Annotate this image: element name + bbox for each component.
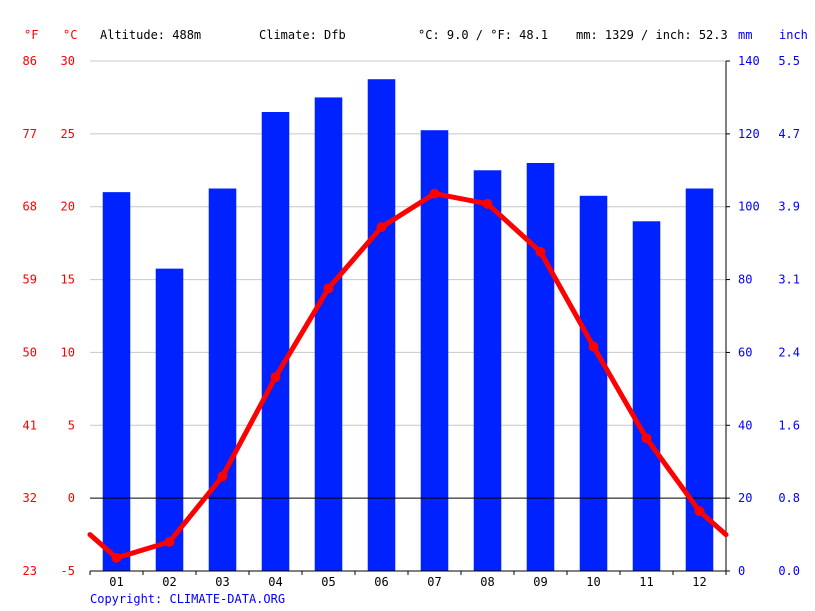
temperature-point-11 [641, 433, 652, 444]
temperature-point-01 [111, 552, 122, 563]
month-label-12: 12 [692, 575, 706, 589]
fahrenheit-tick-label: 50 [23, 345, 37, 359]
precipitation-bar-02 [155, 268, 184, 571]
celsius-tick-label: -5 [61, 564, 75, 578]
month-label-07: 07 [427, 575, 441, 589]
temperature-point-02 [164, 536, 175, 547]
fahrenheit-tick-label: 32 [23, 491, 37, 505]
fahrenheit-tick-label: 86 [23, 54, 37, 68]
month-label-06: 06 [374, 575, 388, 589]
mm-tick-label: 0 [738, 564, 745, 578]
total-precipitation-label: mm: 1329 / inch: 52.3 [576, 28, 728, 42]
inch-tick-label: 4.7 [778, 127, 800, 141]
temperature-point-05 [323, 283, 334, 294]
mm-tick-label: 40 [738, 418, 752, 432]
precipitation-bar-09 [526, 163, 555, 571]
inch-tick-label: 3.9 [778, 200, 800, 214]
temperature-point-12 [694, 506, 705, 517]
temperature-line [87, 191, 729, 561]
fahrenheit-tick-label: 23 [23, 564, 37, 578]
average-temperature-label: °C: 9.0 / °F: 48.1 [418, 28, 549, 42]
precipitation-bar-03 [208, 188, 237, 571]
month-label-03: 03 [215, 575, 229, 589]
precipitation-bar-05 [314, 97, 343, 571]
inch-tick-label: 1.6 [778, 418, 800, 432]
fahrenheit-tick-label: 59 [23, 273, 37, 287]
mm-tick-label: 80 [738, 273, 752, 287]
copyright-label: Copyright: CLIMATE-DATA.ORG [90, 592, 286, 606]
mm-tick-label: 140 [738, 54, 760, 68]
month-label-08: 08 [480, 575, 494, 589]
celsius-tick-label: 30 [61, 54, 75, 68]
precipitation-bar-04 [261, 112, 290, 571]
month-label-11: 11 [639, 575, 653, 589]
precipitation-bar-11 [632, 221, 661, 572]
temperature-point-06 [376, 222, 387, 233]
month-label-01: 01 [109, 575, 123, 589]
mm-tick-label: 100 [738, 200, 760, 214]
month-label-05: 05 [321, 575, 335, 589]
inch-tick-label: 3.1 [778, 273, 800, 287]
mm-tick-label: 20 [738, 491, 752, 505]
month-label-02: 02 [162, 575, 176, 589]
temperature-point-07 [429, 188, 440, 199]
inch-unit-label: inch [779, 28, 808, 42]
climate-label: Climate: Dfb [259, 28, 346, 42]
inch-tick-label: 0.8 [778, 491, 800, 505]
fahrenheit-tick-label: 41 [23, 418, 37, 432]
inch-tick-label: 5.5 [778, 54, 800, 68]
celsius-tick-label: 5 [68, 418, 75, 432]
precipitation-bar-01 [102, 192, 131, 571]
temperature-point-04 [270, 372, 281, 383]
mm-tick-label: 60 [738, 345, 752, 359]
mm-tick-label: 120 [738, 127, 760, 141]
inch-tick-label: 2.4 [778, 345, 800, 359]
precipitation-bar-10 [579, 195, 608, 572]
celsius-tick-label: 0 [68, 491, 75, 505]
fahrenheit-tick-label: 68 [23, 200, 37, 214]
celsius-tick-label: 10 [61, 345, 75, 359]
celsius-tick-label: 25 [61, 127, 75, 141]
celsius-tick-label: 15 [61, 273, 75, 287]
month-label-04: 04 [268, 575, 282, 589]
month-label-10: 10 [586, 575, 600, 589]
fahrenheit-unit-label: °F [24, 28, 39, 42]
temperature-point-03 [217, 471, 228, 482]
celsius-tick-label: 20 [61, 200, 75, 214]
temperature-point-10 [588, 341, 599, 352]
precipitation-bar-06 [367, 79, 396, 571]
precipitation-bar-08 [473, 170, 502, 572]
temperature-point-08 [482, 198, 493, 209]
precipitation-bar-07 [420, 130, 449, 571]
inch-tick-label: 0.0 [778, 564, 800, 578]
temperature-point-09 [535, 246, 546, 257]
altitude-label: Altitude: 488m [100, 28, 202, 42]
celsius-unit-label: °C [63, 28, 78, 42]
mm-unit-label: mm [738, 28, 753, 42]
fahrenheit-tick-label: 77 [23, 127, 37, 141]
month-label-09: 09 [533, 575, 547, 589]
